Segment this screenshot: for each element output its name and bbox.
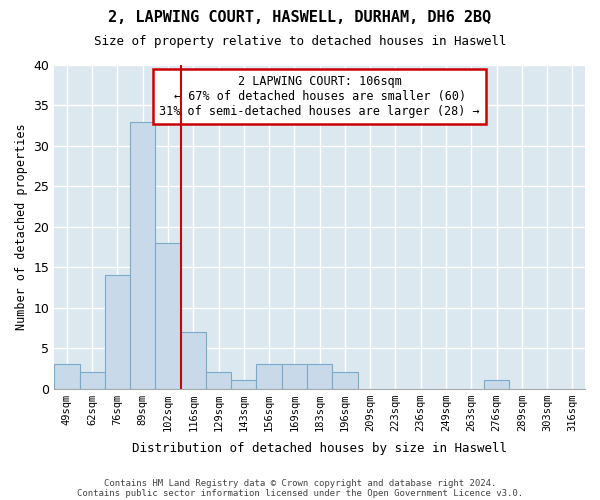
Text: 2, LAPWING COURT, HASWELL, DURHAM, DH6 2BQ: 2, LAPWING COURT, HASWELL, DURHAM, DH6 2… <box>109 10 491 25</box>
Bar <box>332 372 358 388</box>
Bar <box>54 364 80 388</box>
Bar <box>206 372 231 388</box>
Text: Size of property relative to detached houses in Haswell: Size of property relative to detached ho… <box>94 35 506 48</box>
Y-axis label: Number of detached properties: Number of detached properties <box>15 124 28 330</box>
Bar <box>155 243 181 388</box>
Bar <box>231 380 256 388</box>
Bar <box>80 372 105 388</box>
Text: Contains HM Land Registry data © Crown copyright and database right 2024.: Contains HM Land Registry data © Crown c… <box>104 478 496 488</box>
Bar <box>105 276 130 388</box>
Bar <box>256 364 282 388</box>
Bar <box>484 380 509 388</box>
Bar <box>181 332 206 388</box>
Bar <box>282 364 307 388</box>
Bar <box>130 122 155 388</box>
Text: Contains public sector information licensed under the Open Government Licence v3: Contains public sector information licen… <box>77 488 523 498</box>
X-axis label: Distribution of detached houses by size in Haswell: Distribution of detached houses by size … <box>132 442 507 455</box>
Text: 2 LAPWING COURT: 106sqm
← 67% of detached houses are smaller (60)
31% of semi-de: 2 LAPWING COURT: 106sqm ← 67% of detache… <box>160 74 480 118</box>
Bar <box>307 364 332 388</box>
